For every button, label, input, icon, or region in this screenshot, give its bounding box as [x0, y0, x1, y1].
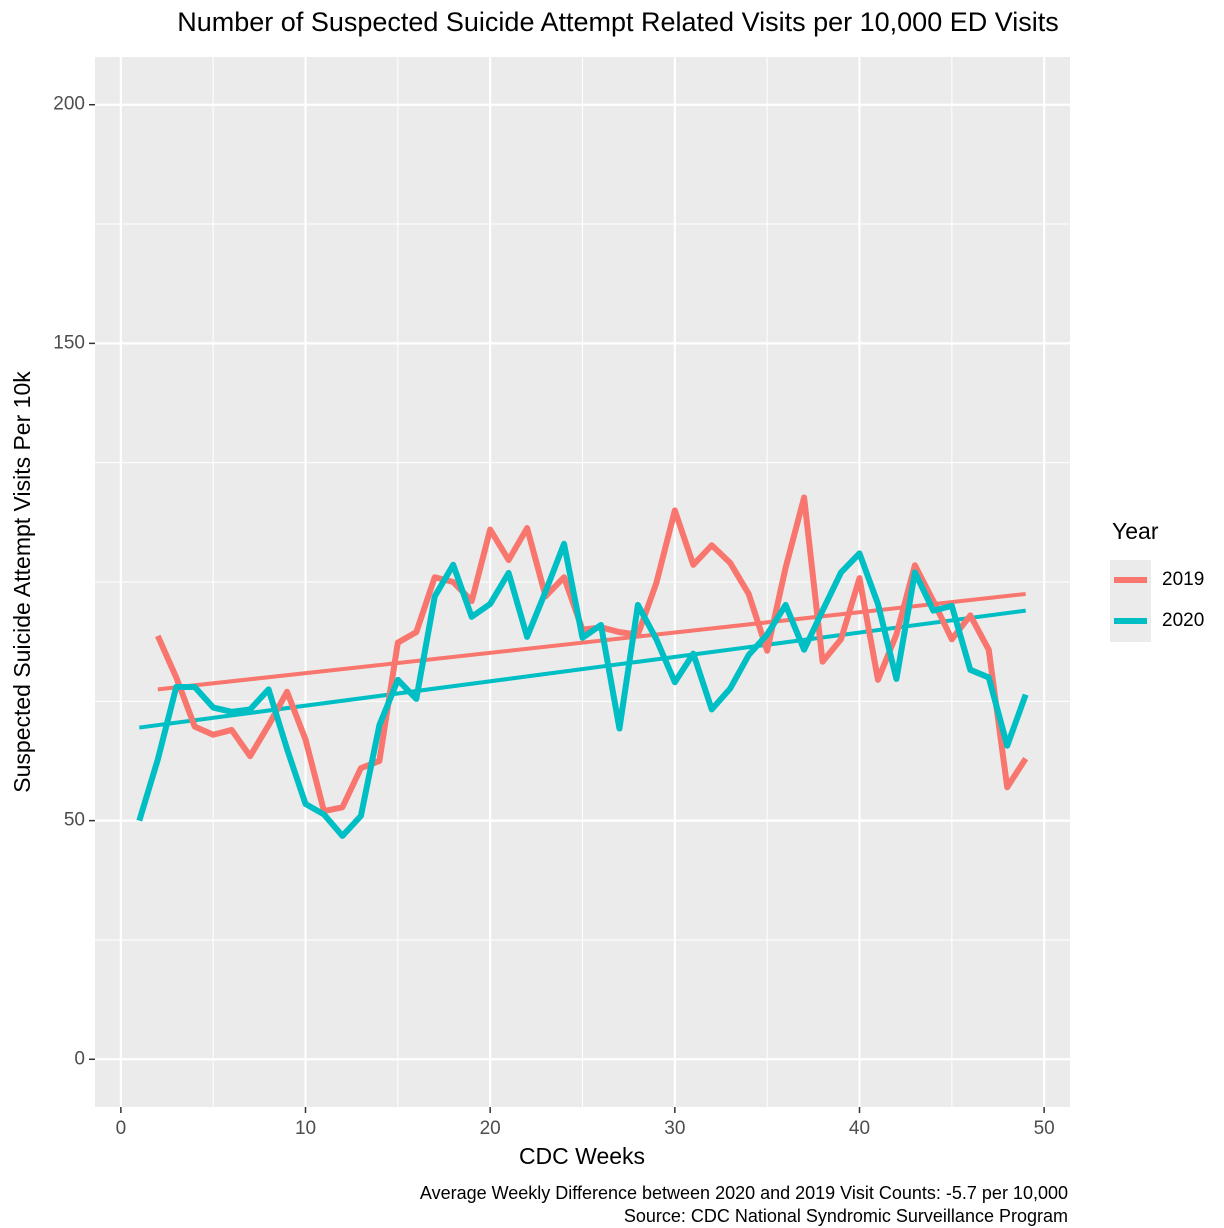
x-tick-label: 40: [849, 1118, 870, 1139]
y-tick-label: 200: [53, 94, 85, 115]
caption: Average Weekly Difference between 2020 a…: [420, 1183, 1068, 1203]
legend-title: Year: [1112, 518, 1159, 544]
series-line: [136, 540, 1029, 839]
y-axis-label: Suspected Suicide Attempt Visits Per 10k: [9, 371, 35, 793]
y-tick-label: 0: [74, 1048, 85, 1069]
x-tick-label: 0: [116, 1118, 127, 1139]
caption: Source: CDC National Syndromic Surveilla…: [624, 1206, 1068, 1226]
x-tick-label: 50: [1034, 1118, 1055, 1139]
x-axis-label: CDC Weeks: [519, 1143, 645, 1169]
x-tick-label: 10: [295, 1118, 316, 1139]
chart-title: Number of Suspected Suicide Attempt Rela…: [177, 7, 1058, 37]
y-tick-label: 50: [64, 810, 85, 831]
x-tick-label: 30: [664, 1118, 685, 1139]
trend-line: [139, 608, 1026, 730]
x-tick-label: 20: [480, 1118, 501, 1139]
y-tick-label: 150: [53, 332, 85, 353]
legend-label: 2020: [1162, 610, 1204, 631]
legend-label: 2019: [1162, 569, 1204, 590]
